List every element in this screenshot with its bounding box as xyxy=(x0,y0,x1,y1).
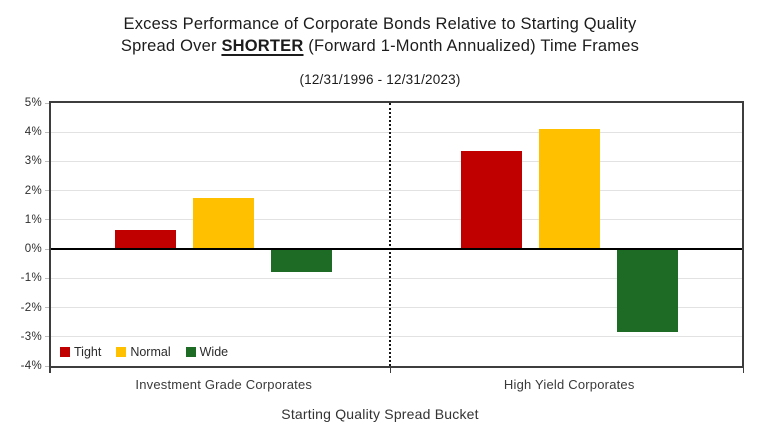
y-tick-label-5: 5% xyxy=(24,97,42,109)
chart-title-line2: Spread Over SHORTER (Forward 1-Month Ann… xyxy=(120,37,640,55)
bar-wide-investment-grade-corporates xyxy=(271,249,333,273)
legend-swatch-tight xyxy=(60,347,70,357)
bar-normal-investment-grade-corporates xyxy=(193,197,255,250)
bar-tight-high-yield-corporates xyxy=(460,151,522,250)
gridline-4pct xyxy=(51,131,742,133)
y-tick-mark xyxy=(45,336,49,338)
x-axis-tick-2 xyxy=(742,368,744,373)
legend: Tight Normal Wide xyxy=(60,345,228,359)
gridline--1pct xyxy=(51,277,742,279)
bar-wide-high-yield-corporates xyxy=(616,249,678,333)
legend-item-wide: Wide xyxy=(185,345,229,359)
y-tick-mark xyxy=(45,248,49,250)
gridline-2pct xyxy=(51,190,742,192)
y-tick-mark xyxy=(45,131,49,133)
legend-label-tight: Tight xyxy=(74,345,102,359)
y-tick-mark xyxy=(45,190,49,192)
y-tick-mark xyxy=(45,102,49,104)
bar-tight-investment-grade-corporates xyxy=(115,230,177,250)
y-tick-mark xyxy=(45,160,49,162)
y-tick-label-1: -1% xyxy=(20,272,42,285)
gridline-3pct xyxy=(51,160,742,162)
legend-item-tight: Tight xyxy=(60,345,101,359)
y-tick-label-2: -2% xyxy=(20,301,42,314)
chart-title-line1: Excess Performance of Corporate Bonds Re… xyxy=(123,15,637,33)
y-tick-mark xyxy=(45,365,49,367)
legend-item-normal: Normal xyxy=(116,345,171,359)
x-category-label-investment-grade-corporates: Investment Grade Corporates xyxy=(135,377,313,392)
chart-subtitle: (12/31/1996 - 12/31/2023) xyxy=(299,72,461,87)
legend-swatch-normal xyxy=(116,347,127,357)
y-tick-label-1: 1% xyxy=(24,213,42,226)
y-tick-label-3: -3% xyxy=(20,330,42,343)
y-tick-mark xyxy=(45,307,49,309)
chart-title-emphasis: SHORTER xyxy=(221,37,304,55)
y-tick-mark xyxy=(45,219,49,221)
zero-axis-line xyxy=(51,248,742,251)
plot-area: Tight Normal Wide xyxy=(49,101,744,368)
gridline--2pct xyxy=(51,307,742,309)
y-tick-label-4: 4% xyxy=(24,126,42,139)
bar-normal-high-yield-corporates xyxy=(538,129,600,250)
x-axis-title: Starting Quality Spread Bucket xyxy=(281,406,479,422)
y-tick-label-4: -4% xyxy=(20,360,42,372)
y-tick-mark xyxy=(45,277,49,279)
legend-swatch-wide xyxy=(185,347,196,357)
legend-label-wide: Wide xyxy=(199,345,229,359)
legend-label-normal: Normal xyxy=(130,345,171,359)
gridline-1pct xyxy=(51,219,742,221)
y-tick-label-0: 0% xyxy=(24,243,42,256)
x-axis-tick-0 xyxy=(49,368,51,373)
category-divider-line xyxy=(388,103,391,366)
x-axis-tick-1 xyxy=(389,368,391,373)
y-tick-label-3: 3% xyxy=(24,155,42,168)
y-tick-label-2: 2% xyxy=(24,184,42,197)
chart-title: Excess Performance of Corporate Bonds Re… xyxy=(0,13,760,57)
gridline--3pct xyxy=(51,336,742,338)
x-category-label-high-yield-corporates: High Yield Corporates xyxy=(503,377,635,392)
